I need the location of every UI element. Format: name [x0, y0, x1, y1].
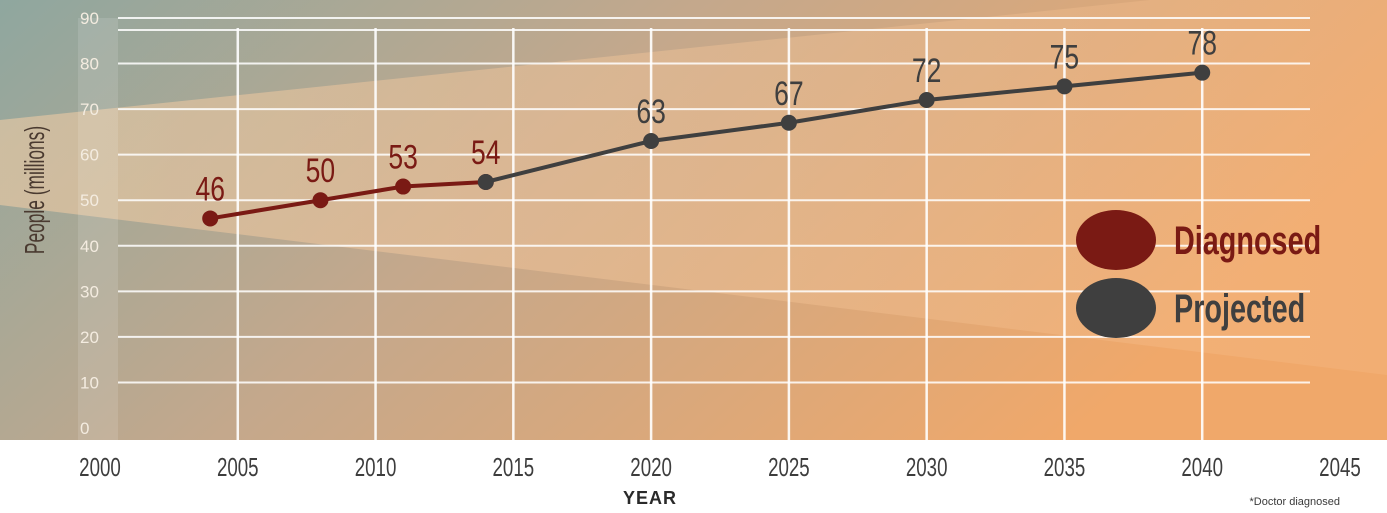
- data-label: 78: [1187, 25, 1217, 63]
- data-point-projected: [1194, 64, 1211, 81]
- y-tick-label: 50: [80, 191, 99, 210]
- y-tick-label: 90: [80, 9, 99, 28]
- x-tick-label: 2030: [906, 452, 948, 482]
- y-tick-label: 70: [80, 100, 99, 119]
- data-label: 46: [195, 170, 225, 208]
- data-label: 53: [388, 138, 418, 176]
- x-tick-label: 2045: [1319, 452, 1361, 482]
- series-line-diagnosed: [209, 180, 486, 221]
- data-label: 50: [306, 152, 336, 190]
- y-tick-label: 30: [80, 282, 99, 301]
- data-point-projected: [643, 133, 660, 149]
- series-line-projected: [485, 70, 1203, 184]
- x-tick-label: 2000: [79, 452, 121, 482]
- data-label: 54: [471, 134, 501, 172]
- data-point-projected: [477, 174, 494, 190]
- data-point-projected: [780, 114, 797, 131]
- y-tick-label: 40: [80, 237, 99, 256]
- y-tick-label: 60: [80, 146, 99, 165]
- legend: Diagnosed Projected: [1076, 210, 1321, 338]
- footnote: *Doctor diagnosed: [1249, 496, 1340, 508]
- data-point-diagnosed: [312, 192, 329, 209]
- legend-marker-projected: [1076, 278, 1156, 338]
- x-tick-label: 2020: [630, 452, 672, 482]
- left-axis-strip: [78, 18, 118, 440]
- legend-label-diagnosed: Diagnosed: [1174, 218, 1321, 263]
- x-tick-label: 2025: [768, 452, 810, 482]
- x-tick-label: 2035: [1044, 452, 1086, 482]
- series: 46 50 53 54 63 67 72 75 78: [195, 25, 1217, 227]
- data-point-projected: [918, 92, 935, 108]
- data-point-diagnosed: [202, 210, 219, 227]
- x-tick-label: 2015: [493, 452, 535, 482]
- data-label: 75: [1050, 38, 1080, 76]
- data-label: 67: [774, 75, 804, 113]
- legend-label-projected: Projected: [1174, 286, 1305, 331]
- y-tick-label: 80: [80, 55, 99, 74]
- axes: People (millions) YEAR *Doctor diagnosed…: [19, 9, 1361, 508]
- data-label: 63: [636, 93, 666, 131]
- y-tick-label: 10: [80, 373, 99, 392]
- data-label: 72: [912, 52, 942, 90]
- y-tick-label: 0: [80, 419, 89, 438]
- bottom-band: [0, 440, 1387, 508]
- x-tick-label: 2040: [1181, 452, 1223, 482]
- data-point-diagnosed: [395, 178, 412, 195]
- data-point-projected: [1056, 78, 1073, 95]
- x-tick-label: 2005: [217, 452, 259, 482]
- legend-marker-diagnosed: [1076, 210, 1156, 270]
- x-tick-label: 2010: [355, 452, 397, 482]
- y-axis-label: People (millions): [19, 126, 50, 254]
- y-tick-label: 20: [80, 328, 99, 347]
- light-beam: [0, 0, 1387, 375]
- x-axis-label: YEAR: [623, 488, 677, 508]
